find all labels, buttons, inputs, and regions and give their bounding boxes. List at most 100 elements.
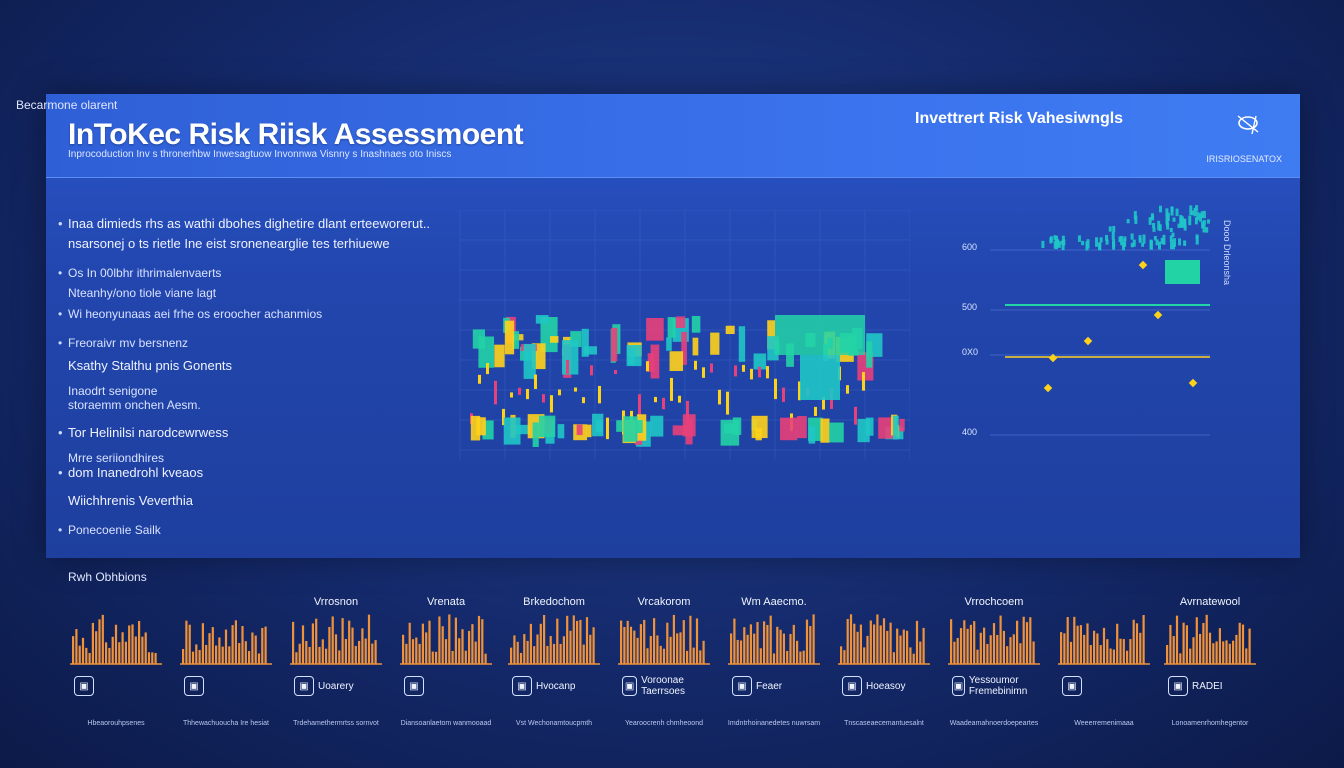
card-bar [1129,639,1132,664]
card-bar [756,622,759,664]
card-bar [1235,634,1238,664]
card-bar [789,633,792,664]
card-icon: ▣ [294,676,314,696]
heat-cell [570,331,582,347]
risk-cell [1060,240,1064,245]
card-bar [792,624,795,664]
card-bar [1208,632,1212,664]
bottom-card[interactable]: ▣ Weeerremenimaaa [1054,596,1154,746]
card-bar [205,644,208,664]
card-bar [1185,625,1188,664]
card-footnote: Tnscaseaecemantuesalnt [844,720,924,727]
card-bar [1063,633,1066,664]
heat-block [775,315,865,355]
card-bar [1241,624,1245,664]
card-bar [1106,639,1109,664]
candle-mark [654,396,657,403]
card-bar [759,648,762,664]
candle-mark [518,387,521,395]
bottom-card[interactable]: Vrenata ▣ Diansoanlaetom wanmooaad [396,596,496,746]
heat-cell [511,331,520,349]
card-bar [973,621,976,664]
card-bar [796,640,799,664]
bottom-card[interactable]: Vrrosnon ▣ Uoarery Trdehamethermrtss sornvo… [286,596,386,746]
right-risk-chart: 6005000X04005X0 [962,205,1210,437]
card-bar [1025,622,1029,664]
risk-cell [1157,220,1161,231]
heat-cell [538,415,556,438]
heat-cell [720,419,740,446]
heat-cell [632,419,643,433]
card-bar [425,632,428,664]
card-bar [749,624,752,664]
risk-cell [1180,222,1184,228]
candle-mark [638,394,641,417]
bottom-card[interactable]: Brkedochom ▣ Hvocanp Vst Wechonamtoucpmth [504,596,604,746]
card-bar [154,653,157,664]
risk-cell [1138,235,1142,241]
bottom-card[interactable]: Vrcakorom ▣ Voroonae Taerrsoes Yearoocrenh … [614,596,714,746]
card-bar [101,614,104,664]
candle-mark [846,385,849,394]
left-item-text: Wi heonyunaas aei frhe os eroocher achan… [68,307,323,321]
bottom-card[interactable]: ▣ Hoeasoy Tnscaseaecemantuesalnt [834,596,934,746]
card-bar [85,647,88,664]
card-icon: ▣ [512,676,532,696]
card-bar [656,635,659,664]
left-item: Wiichhrenis Veverthia [58,493,193,508]
left-item-text: Nteanhy/ono tiole viane lagt [68,286,217,300]
card-bar [354,645,357,664]
risk-point [1153,310,1163,320]
bottom-card[interactable]: Vrrochcoem ▣ Yessoumor Fremebinimn Waadeama… [944,596,1044,746]
card-bar [886,630,889,664]
card-bar [95,631,98,664]
risk-cell [1172,242,1176,250]
card-bar [672,614,675,664]
card-bar [1029,617,1032,664]
candle-mark [646,361,649,372]
card-bar [111,636,114,664]
card-footnote: Yearoocrenh chmheoond [625,720,703,727]
card-bar [484,653,487,664]
heat-cell [669,351,684,372]
risk-cell [1177,223,1181,228]
card-bar [1222,641,1225,664]
card-footnote: Waadeamahnoerdoepeartes [949,720,1039,727]
bottom-card[interactable]: Wm Aaecmo. ▣ Feaer Imdntrhoinanedetes nuwrs… [724,596,824,746]
card-bar [892,652,895,664]
card-bar [438,616,441,664]
risk-cell [1056,239,1060,248]
card-bar [292,621,295,664]
candle-mark [862,372,865,391]
card-bar [402,634,405,664]
card-icon: ▣ [404,676,424,696]
card-bar [1122,639,1125,664]
card-bar [315,618,318,664]
card-bar [772,653,776,664]
card-bar [1089,645,1092,664]
card-bar [344,638,347,664]
left-item-text: Tor Helinilsi narodcewrwess [68,425,229,440]
card-icon-row: ▣ Hoeasoy [842,674,926,698]
bottom-card[interactable]: ▣ Thhewachuoucha Ire hesiat [176,596,276,746]
bottom-card[interactable]: Avrnatewool ▣ RADEI Lonoamenrhomhegentor [1160,596,1260,746]
card-icon-label: Hvocanp [536,680,576,692]
candle-mark [710,363,713,373]
heat-cell [820,418,830,443]
card-title: Brkedochom [523,596,585,608]
card-icon-label: Voroonae Taerrsoes [641,675,685,697]
card-bar [321,639,324,664]
heat-cell [503,417,521,445]
left-item-text: Freoraivr mv bersnenz [68,336,189,350]
card-bar [311,623,314,664]
heat-cell [576,424,583,436]
card-bar [318,646,321,664]
candle-mark [758,366,761,378]
bottom-card[interactable]: ▣ Hbeaorouhpsenes [66,596,166,746]
risk-point [1083,336,1093,346]
card-bar [585,617,589,664]
risk-cell [1057,241,1061,248]
card-bar [1019,643,1022,664]
risk-cell [1153,236,1157,241]
card-bar [208,633,211,664]
